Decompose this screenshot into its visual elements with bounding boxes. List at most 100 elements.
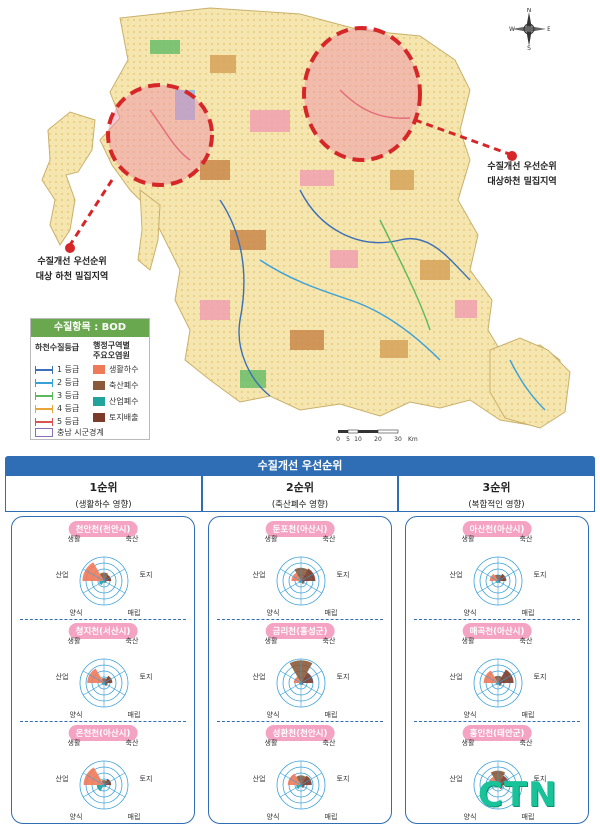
radar-axis-label: 산업	[56, 774, 69, 783]
source-swatch-icon	[93, 365, 105, 374]
radar-spoke	[497, 682, 519, 696]
radar-axis-label: 토지	[140, 774, 153, 783]
watermark-logo: CTN	[478, 775, 558, 815]
svg-text:S: S	[527, 45, 531, 50]
legend-title: 수질항목 : BOD	[31, 319, 149, 337]
land-use-patches	[150, 40, 477, 388]
radar-spoke	[477, 682, 499, 696]
legend-grade-label: 3 등급	[57, 391, 80, 400]
svg-text:E: E	[547, 26, 550, 33]
radar-spoke	[300, 772, 322, 786]
radar-axis-label: 양식	[70, 608, 83, 617]
radar-spoke	[103, 568, 125, 582]
radar-axis-label: 산업	[56, 570, 69, 579]
radar-axis-label: 축산	[520, 636, 533, 645]
radar-spoke	[103, 580, 125, 594]
legend-grade-label: 2 등급	[57, 378, 80, 387]
radar-spoke	[103, 670, 125, 684]
scale-bar: 0 5 10 20 30 Km	[336, 429, 418, 443]
svg-text:0: 0	[336, 436, 340, 443]
radar-spoke	[83, 670, 105, 684]
grade-line-icon	[35, 378, 53, 387]
radar-axis-label: 생활	[265, 738, 278, 747]
svg-text:30: 30	[394, 436, 402, 443]
grade-line-icon	[35, 417, 53, 426]
radar-axis-label: 산업	[450, 774, 463, 783]
priority-title: 수질개선 우선순위	[5, 456, 595, 476]
radar-spoke	[300, 784, 322, 798]
rank-label: 3순위	[482, 481, 511, 494]
map	[41, 7, 571, 429]
radar-sector-top_left	[287, 773, 301, 785]
radar-spoke	[300, 670, 322, 684]
radar-spoke	[103, 682, 125, 696]
stream-cell: 청지천(서산시) 생활 축산 산업 토지 양식 매립	[12, 619, 194, 719]
map-legend: 수질항목 : BOD 하천수질등급 행정구역별 주요오염원 1 등급 2 등급 …	[30, 318, 150, 440]
rank-desc: (생활하수 영향)	[75, 500, 132, 510]
radar-axis-label: 양식	[70, 812, 83, 821]
stream-cell: 둔포천(아산시) 생활 축산 산업 토지 양식 매립	[209, 517, 391, 617]
island-shape	[137, 188, 161, 271]
priority-panel: 수질개선 우선순위 1순위 (생활하수 영향) 2순위 (축산폐수 영향) 3순…	[5, 456, 595, 826]
callout-west: 수질개선 우선순위 대상 하천 밀집지역	[12, 255, 132, 285]
radar-axis-label: 생활	[68, 636, 81, 645]
radar-axis-label: 매립	[128, 711, 141, 719]
radar-axis-label: 축산	[323, 636, 336, 645]
radar-axis-label: 토지	[534, 672, 547, 681]
radar-axis-label: 산업	[56, 672, 69, 681]
radar-sector-right	[498, 669, 514, 683]
radar-axis-label: 토지	[534, 774, 547, 783]
radar-spoke	[280, 784, 302, 798]
radar-sector-top_left	[83, 767, 104, 785]
radar-axis-label: 매립	[522, 711, 535, 719]
radar-spoke	[497, 772, 519, 786]
cell-separator	[414, 619, 580, 620]
radar-axis-label: 토지	[337, 774, 350, 783]
radar-sector-top_left	[489, 573, 498, 581]
radar-spoke	[477, 670, 499, 684]
rank-column-2: 둔포천(아산시) 생활 축산 산업 토지 양식 매립 금리천(홍성군) 생활 축산 산업 토지 양식 매립…	[208, 516, 392, 824]
radar-axis-label: 양식	[267, 812, 280, 821]
legend-source-label: 생활하수	[109, 365, 139, 374]
radar-axis-label: 생활	[68, 738, 81, 747]
radar-spoke	[497, 784, 519, 798]
radar-sector-right	[301, 775, 312, 785]
radar-sector-right	[104, 675, 113, 683]
radar-axis-label: 양식	[464, 710, 477, 719]
legend-region-head2: 주요오염원	[93, 351, 130, 360]
radar-axis-label: 산업	[253, 672, 266, 681]
stream-cell: 매곡천(아산시) 생활 축산 산업 토지 양식 매립	[406, 619, 588, 719]
rank-header-2: 2순위 (축산폐수 영향)	[202, 476, 398, 512]
radar-spoke	[300, 682, 322, 696]
rank-header-1: 1순위 (생활하수 영향)	[5, 476, 202, 512]
radar-axis-label: 생활	[462, 534, 475, 543]
callout-east-line1: 수질개선 우선순위	[487, 162, 557, 172]
radar-axis-label: 토지	[337, 672, 350, 681]
radar-axis-label: 토지	[140, 672, 153, 681]
stream-name-badge: 청지천(서산시)	[68, 623, 138, 639]
radar-sector-top_left	[293, 676, 301, 683]
legend-boundary: 충남 시군경계	[35, 427, 104, 438]
rivers	[149, 89, 546, 411]
stream-cell: 아산천(아산시) 생활 축산 산업 토지 양식 매립	[406, 517, 588, 617]
radar-axis-label: 생활	[462, 636, 475, 645]
legend-source-label: 산업폐수	[109, 397, 139, 406]
radar-sector-right	[498, 573, 507, 581]
radar-sector-right	[301, 568, 316, 581]
stream-name-badge: 아산천(아산시)	[462, 521, 532, 537]
radar-axis-label: 축산	[323, 738, 336, 747]
stream-name-badge: 금리천(홍성군)	[265, 623, 335, 639]
radar-axis-label: 축산	[323, 534, 336, 543]
radar-axis-label: 양식	[464, 608, 477, 617]
rank-label: 2순위	[286, 481, 314, 494]
radar-axis-label: 매립	[325, 711, 338, 719]
cell-separator	[20, 619, 186, 620]
radar-axis-label: 생활	[68, 534, 81, 543]
rank-desc: (축산폐수 영향)	[271, 500, 329, 510]
legend-source-2: 축산폐수	[93, 380, 138, 391]
legend-source-3: 산업폐수	[93, 396, 138, 407]
radar-spoke	[280, 670, 302, 684]
